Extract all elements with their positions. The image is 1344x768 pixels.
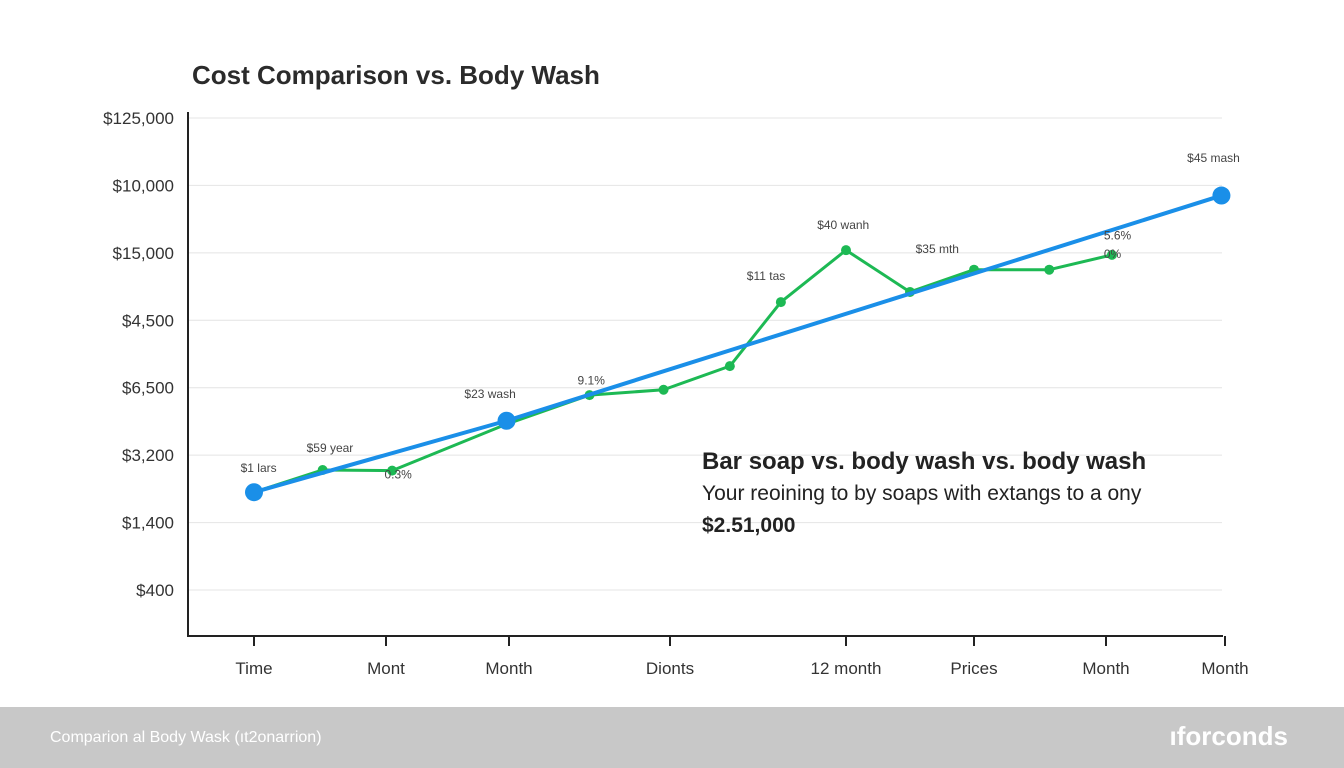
data-label: 9.1% [578,373,606,387]
x-tick-label: Prices [950,659,997,678]
data-label: $35 mth [916,242,959,256]
brand-logo: ıforconds [1169,721,1288,751]
data-label: $40 wanh [817,218,869,232]
chart-title: Cost Comparison vs. Body Wash [192,60,600,90]
callout-value: $2.51,000 [702,514,796,537]
x-tick-label: Month [1201,659,1248,678]
x-tick-label: Month [1082,659,1129,678]
data-label: $59 year [307,441,354,455]
data-label: 0.3% [384,468,412,482]
data-point [658,384,669,395]
data-point [841,245,851,256]
footer-bar: Comparion al Body Wask (ıt2onarrion) ıfo… [0,707,1344,768]
y-tick-label: $1,400 [122,514,174,533]
data-label: 5.6% [1104,228,1132,242]
x-tick-label: Time [235,659,272,678]
x-tick-label: Month [485,659,532,678]
y-tick-label: $3,200 [122,446,174,465]
callout: Bar soap vs. body wash vs. body wash You… [702,448,1146,538]
y-tick-label: $125,000 [103,109,174,128]
y-tick-label: $400 [136,581,174,600]
callout-text: Your reoining to by soaps with extangs t… [702,482,1142,505]
y-tick-label: $6,500 [122,379,174,398]
data-point [1212,186,1231,205]
data-label: $45 mash [1187,151,1240,165]
y-tick-label: $10,000 [113,176,174,195]
y-tick-label: $15,000 [113,244,174,263]
y-tick-label: $4,500 [122,311,174,330]
data-label: 0% [1104,247,1122,261]
data-point [775,297,786,308]
callout-heading: Bar soap vs. body wash vs. body wash [702,448,1147,475]
footer-caption: Comparion al Body Wask (ıt2onarrion) [50,729,322,746]
data-point [245,483,263,502]
data-point [497,411,516,430]
x-tick-label: Mont [367,659,405,678]
data-point [387,465,398,476]
data-label: $1 lars [241,461,277,475]
data-label: $23 wash [464,387,515,401]
x-tick-label: 12 month [811,659,882,678]
data-point [1106,249,1117,260]
x-tick-label: Dionts [646,659,694,678]
data-point [724,361,735,372]
data-point [1044,264,1055,275]
line-chart: $400 $1,400 $3,200 $6,500 $4,500 $15,000 $10,0… [103,109,1249,678]
data-label: $11 tas [747,269,785,283]
